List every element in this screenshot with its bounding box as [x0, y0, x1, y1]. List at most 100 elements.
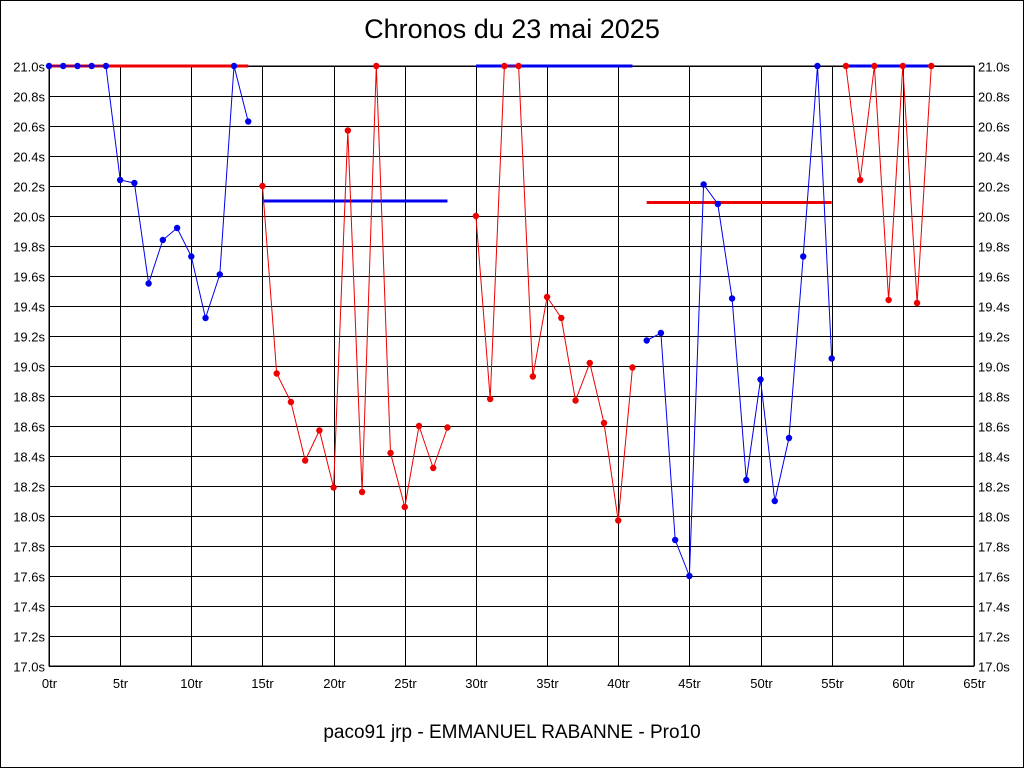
- data-point: [686, 572, 693, 580]
- data-point: [60, 62, 67, 70]
- data-point: [856, 176, 864, 184]
- y-tick-label-left: 17.4s: [13, 600, 45, 615]
- y-tick-label-left: 18.0s: [13, 510, 45, 525]
- series-line: [646, 65, 833, 577]
- data-point: [586, 359, 593, 367]
- data-point: [928, 62, 935, 70]
- y-tick-label-left: 17.8s: [13, 540, 45, 555]
- x-tick-label: 50tr: [750, 676, 773, 691]
- data-point: [316, 427, 323, 434]
- y-tick-label-right: 20.2s: [978, 180, 1010, 195]
- data-point: [202, 314, 209, 322]
- y-tick-label-left: 20.2s: [13, 180, 45, 195]
- data-point: [572, 397, 579, 404]
- data-point: [401, 503, 408, 511]
- x-tick-label: 20tr: [323, 676, 346, 691]
- chart-title: Chronos du 23 mai 2025: [364, 14, 660, 44]
- y-tick-label-right: 18.8s: [978, 390, 1010, 405]
- data-point: [330, 484, 337, 491]
- data-point: [74, 62, 81, 70]
- y-tick-label-left: 19.4s: [13, 300, 45, 315]
- data-point: [657, 329, 665, 337]
- y-tick-label-left: 18.6s: [13, 420, 45, 435]
- series-line: [845, 65, 932, 304]
- x-tick-label: 10tr: [180, 676, 203, 691]
- data-point: [700, 181, 707, 188]
- data-point: [301, 457, 309, 464]
- y-tick-label-left: 18.8s: [13, 390, 45, 405]
- data-point: [714, 200, 722, 208]
- y-tick-label-right: 20.4s: [978, 150, 1010, 165]
- data-point: [373, 62, 380, 70]
- data-point: [899, 62, 907, 70]
- y-tick-label-right: 20.0s: [978, 210, 1010, 225]
- x-tick-label: 55tr: [821, 676, 844, 691]
- data-point: [88, 62, 95, 70]
- x-tick-label: 30tr: [465, 676, 488, 691]
- y-tick-label-left: 18.4s: [13, 450, 45, 465]
- data-point: [472, 212, 480, 220]
- data-point: [771, 497, 778, 505]
- data-point: [814, 62, 821, 70]
- data-point: [415, 422, 423, 430]
- data-point: [245, 118, 252, 125]
- data-point: [131, 179, 138, 187]
- data-point: [785, 434, 793, 442]
- data-point: [800, 253, 807, 260]
- average-lines-layer: [49, 64, 932, 204]
- x-tick-label: 5tr: [113, 676, 129, 691]
- y-tick-label-right: 17.4s: [978, 600, 1010, 615]
- y-tick-label-left: 20.0s: [13, 210, 45, 225]
- y-tick-label-left: 19.2s: [13, 330, 45, 345]
- x-tick-label: 25tr: [394, 676, 417, 691]
- data-point: [173, 224, 181, 232]
- data-point: [501, 62, 508, 70]
- data-point: [430, 464, 437, 472]
- data-point: [913, 299, 921, 307]
- grid-layer: [48, 65, 975, 667]
- data-point: [757, 376, 764, 383]
- data-point: [188, 253, 195, 260]
- y-tick-label-right: 18.0s: [978, 510, 1010, 525]
- data-point: [643, 337, 650, 344]
- data-point: [529, 373, 537, 380]
- data-point: [116, 176, 124, 184]
- y-tick-label-right: 17.0s: [978, 660, 1010, 675]
- data-point: [728, 295, 736, 302]
- data-point: [444, 424, 451, 431]
- data-point: [344, 127, 352, 134]
- y-tick-label-right: 21.0s: [978, 60, 1010, 75]
- data-point: [558, 314, 565, 322]
- data-point: [259, 182, 266, 190]
- data-point: [45, 62, 53, 70]
- data-point: [216, 271, 223, 278]
- x-tick-label: 45tr: [678, 676, 701, 691]
- data-point: [230, 62, 238, 70]
- x-tick-label: 15tr: [251, 676, 274, 691]
- y-tick-label-left: 17.6s: [13, 570, 45, 585]
- data-point: [387, 449, 394, 457]
- data-point: [842, 62, 850, 70]
- series-line: [475, 65, 633, 521]
- y-tick-label-left: 17.0s: [13, 660, 45, 675]
- data-point: [600, 419, 608, 427]
- data-point: [102, 62, 110, 70]
- data-point: [145, 280, 152, 287]
- data-point: [743, 476, 750, 484]
- y-tick-label-right: 18.6s: [978, 420, 1010, 435]
- data-point: [159, 236, 167, 244]
- y-tick-label-left: 20.6s: [13, 120, 45, 135]
- y-tick-label-left: 19.0s: [13, 360, 45, 375]
- y-tick-label-left: 19.6s: [13, 270, 45, 285]
- y-tick-label-right: 17.8s: [978, 540, 1010, 555]
- data-point: [287, 398, 295, 406]
- tick-labels-layer: 17.0s 17.0s 17.2s 17.2s 17.4s 17.4s 17.6s 17.6s…: [13, 60, 1010, 692]
- y-tick-label-right: 19.6s: [978, 270, 1010, 285]
- x-tick-label: 65tr: [963, 676, 986, 691]
- data-point: [671, 536, 679, 544]
- y-tick-label-right: 20.6s: [978, 120, 1010, 135]
- data-point: [543, 293, 551, 301]
- y-tick-label-right: 18.2s: [978, 480, 1010, 495]
- chart-footer: paco91 jrp - EMMANUEL RABANNE - Pro10: [323, 722, 701, 743]
